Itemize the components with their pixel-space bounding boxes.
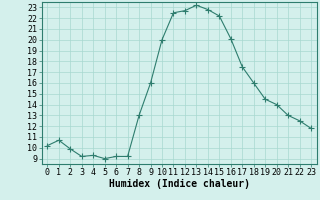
X-axis label: Humidex (Indice chaleur): Humidex (Indice chaleur) [109, 179, 250, 189]
